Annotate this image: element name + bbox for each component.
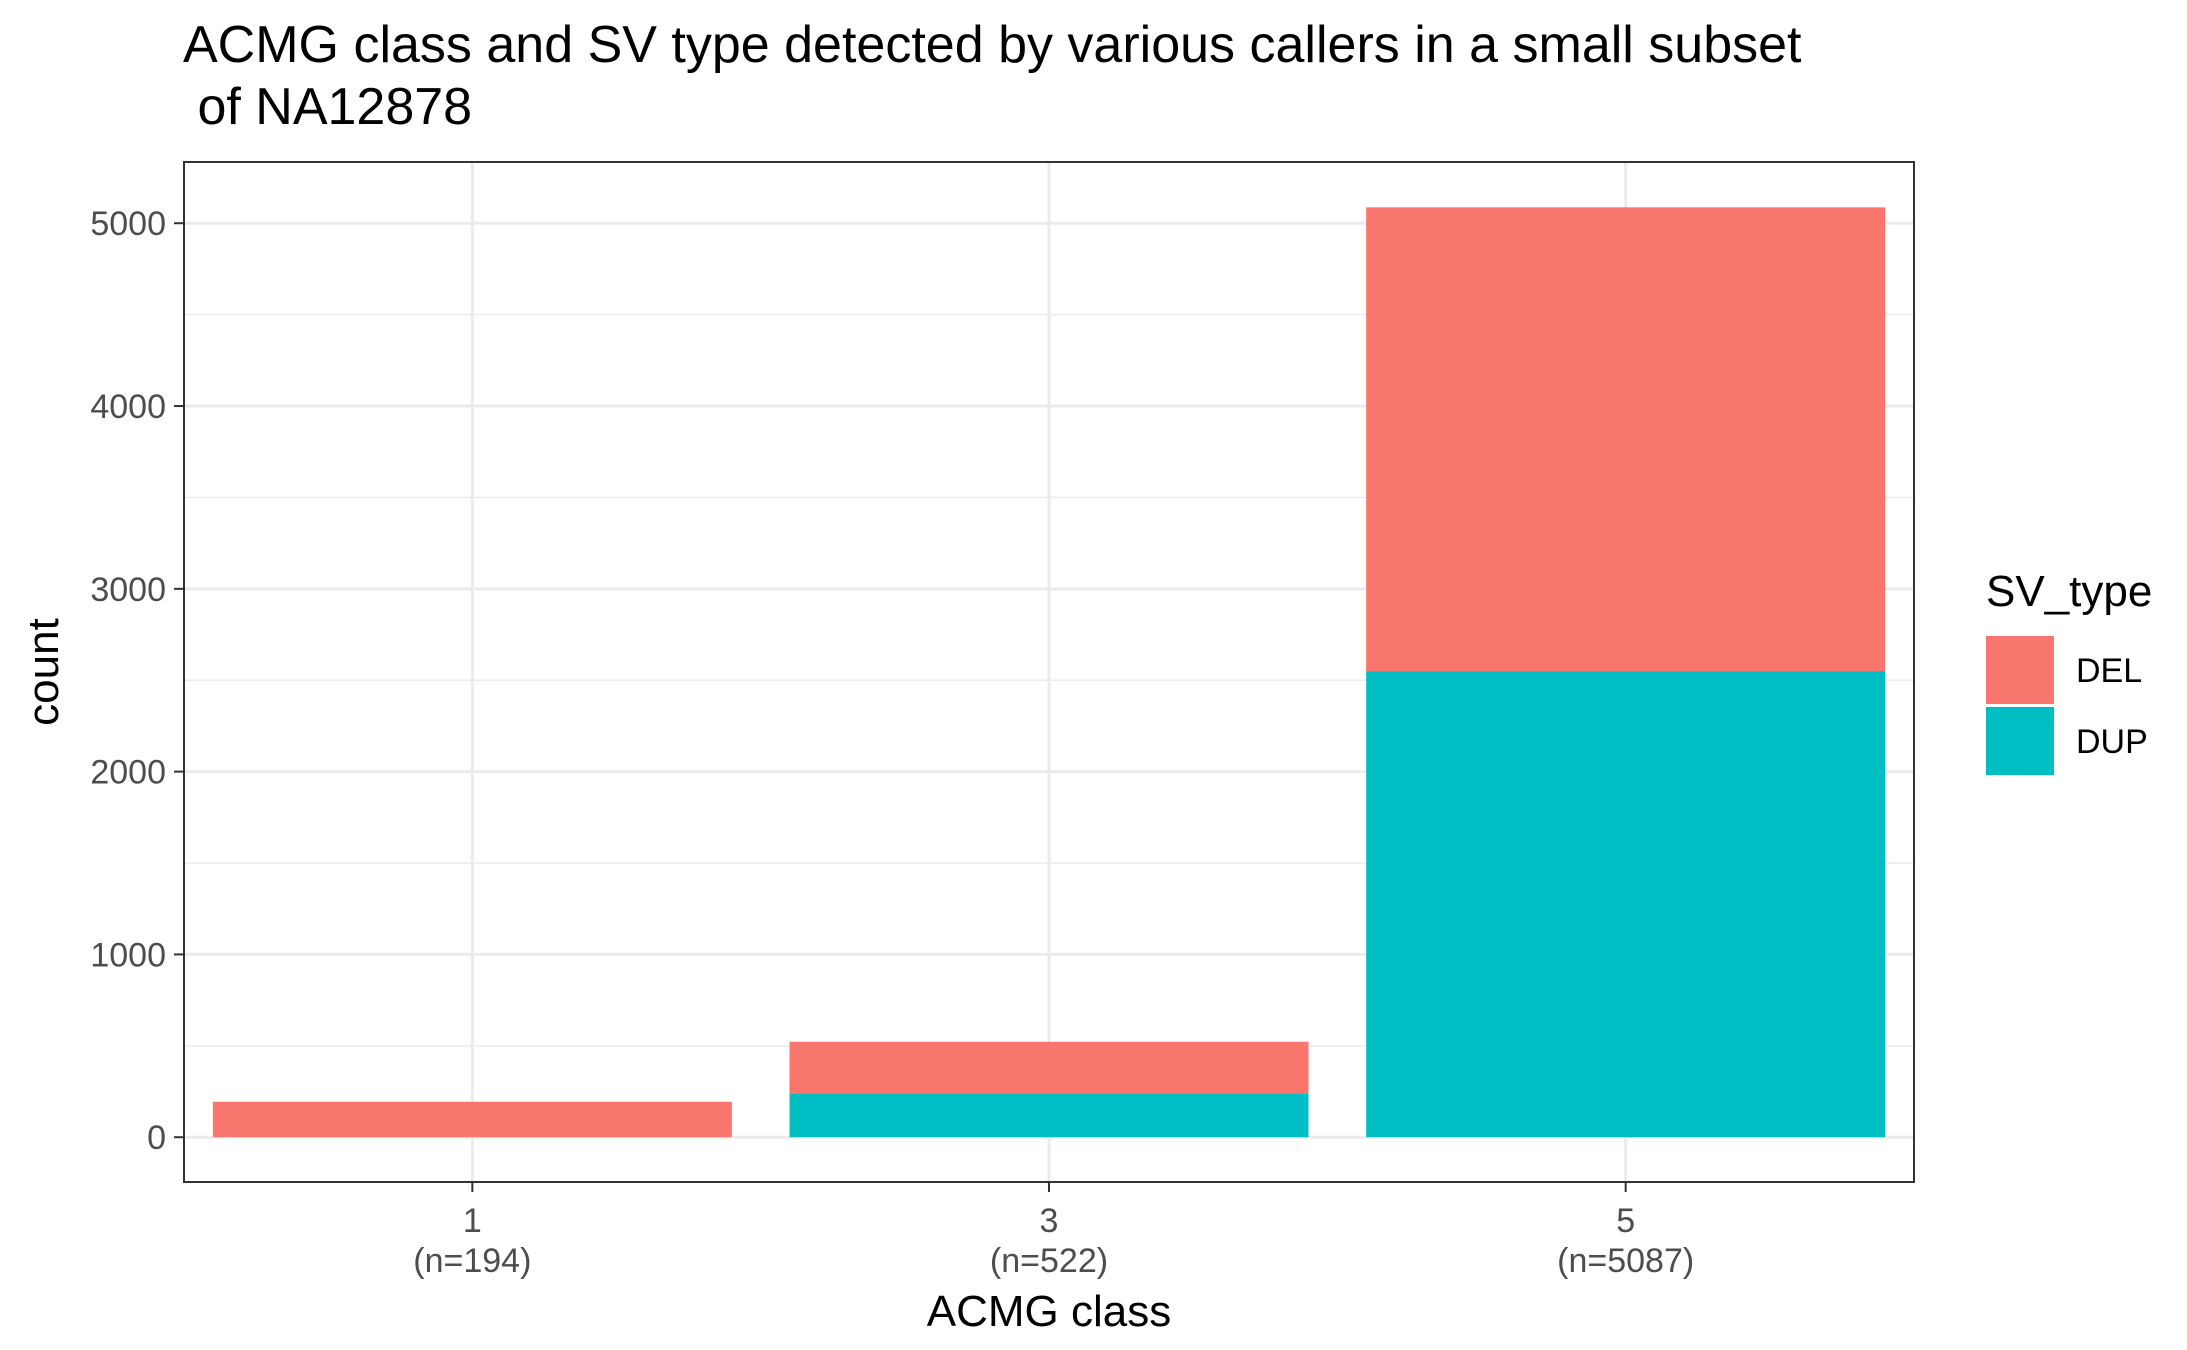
legend-key-dup bbox=[1986, 707, 2054, 775]
bar-dup-class-3 bbox=[789, 1093, 1309, 1138]
y-tick-label: 3000 bbox=[90, 571, 166, 609]
bar-del-class-5 bbox=[1366, 207, 1886, 672]
legend: SV_type DEL DUP bbox=[1986, 567, 2152, 775]
bar-dup-class-5 bbox=[1366, 671, 1886, 1138]
legend-key-del bbox=[1986, 636, 2054, 704]
legend-items: DEL DUP bbox=[1986, 636, 2148, 775]
y-tick-label: 2000 bbox=[90, 754, 166, 792]
x-axis: 1(n=194) 3(n=522) 5(n=5087) bbox=[413, 1182, 1694, 1280]
bar-del-class-3 bbox=[789, 1041, 1309, 1094]
y-tick-label: 1000 bbox=[90, 936, 166, 974]
x-tick-sublabel: (n=5087) bbox=[1557, 1242, 1694, 1280]
chart-title-line-2: of NA12878 bbox=[183, 78, 472, 136]
chart-title-line-1: ACMG class and SV type detected by vario… bbox=[183, 16, 1802, 74]
y-axis: 0 1000 2000 3000 4000 5000 bbox=[90, 205, 184, 1157]
bars bbox=[212, 207, 1886, 1138]
x-tick-sublabel: (n=522) bbox=[990, 1242, 1108, 1280]
plot-panel bbox=[183, 161, 1915, 1183]
x-tick-label: 3 bbox=[1040, 1202, 1059, 1240]
x-tick-label: 1 bbox=[463, 1202, 482, 1240]
bar-del-class-1 bbox=[212, 1101, 732, 1138]
y-axis-title: count bbox=[19, 618, 68, 726]
x-tick-sublabel: (n=194) bbox=[413, 1242, 531, 1280]
y-tick-label: 0 bbox=[147, 1119, 166, 1157]
x-tick-label: 5 bbox=[1616, 1202, 1635, 1240]
chart-title: ACMG class and SV type detected by vario… bbox=[183, 16, 1816, 136]
legend-label-dup: DUP bbox=[2076, 723, 2148, 761]
legend-title: SV_type bbox=[1986, 567, 2152, 616]
y-tick-label: 5000 bbox=[90, 205, 166, 243]
legend-label-del: DEL bbox=[2076, 652, 2142, 690]
x-axis-title: ACMG class bbox=[927, 1287, 1171, 1336]
y-tick-label: 4000 bbox=[90, 388, 166, 426]
